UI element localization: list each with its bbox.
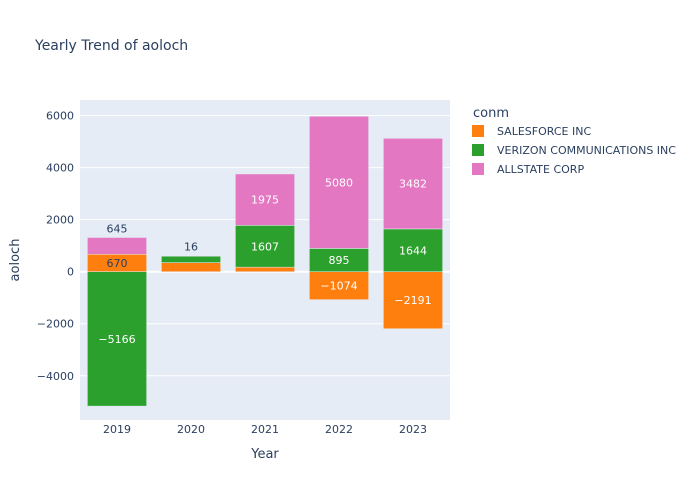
x-tick-label: 2021 [251, 423, 279, 436]
bar [383, 138, 443, 230]
bar [383, 271, 443, 329]
data-label: −1074 [320, 280, 357, 293]
legend-swatch[interactable] [472, 125, 484, 137]
legend: conm SALESFORCE INC VERIZON COMMUNICATION… [472, 106, 676, 176]
legend-swatch[interactable] [472, 144, 484, 156]
legend-title: conm [473, 106, 509, 121]
legend-label[interactable]: VERIZON COMMUNICATIONS INC [497, 144, 676, 157]
chart-title: Yearly Trend of aoloch [34, 38, 188, 54]
data-label: 1975 [251, 194, 279, 207]
bar [235, 225, 295, 268]
y-tick-label: −2000 [37, 318, 74, 331]
x-tick-label: 2023 [399, 423, 427, 436]
data-label: 16 [184, 241, 198, 254]
y-tick-label: 4000 [46, 162, 74, 175]
data-label: 645 [107, 222, 128, 235]
y-axis-title: aoloch [8, 239, 23, 282]
bar [161, 262, 221, 272]
x-axis-title: Year [250, 447, 279, 462]
legend-label[interactable]: ALLSTATE CORP [497, 163, 584, 176]
x-tick-label: 2020 [177, 423, 205, 436]
data-label: 670 [107, 257, 128, 270]
data-label: 1607 [251, 240, 279, 253]
bar [235, 266, 295, 272]
data-label: 895 [329, 254, 350, 267]
x-tick-label: 2019 [103, 423, 131, 436]
bar [309, 116, 369, 249]
y-axis-ticks: −4000 −2000 0 2000 4000 6000 [37, 110, 74, 383]
y-tick-label: −4000 [37, 370, 74, 383]
y-tick-label: 0 [67, 266, 74, 279]
bar [383, 228, 443, 272]
y-tick-label: 6000 [46, 110, 74, 123]
x-tick-label: 2022 [325, 423, 353, 436]
bar [309, 271, 369, 300]
data-labels: 670 −5166 645 16 1607 1975 −1074 895 5080 −2191 16… [98, 176, 431, 346]
bar [87, 237, 147, 255]
legend-swatch[interactable] [472, 163, 484, 175]
data-label: −2191 [394, 294, 431, 307]
bar [87, 271, 147, 407]
y-tick-label: 2000 [46, 214, 74, 227]
data-label: 3482 [399, 178, 427, 191]
bar [161, 255, 221, 257]
bar [161, 255, 221, 263]
bars [87, 116, 443, 407]
bar [235, 173, 295, 226]
data-label: −5166 [98, 333, 135, 346]
x-axis-ticks: 2019 2020 2021 2022 2023 [103, 423, 427, 436]
legend-label[interactable]: SALESFORCE INC [497, 125, 591, 138]
data-label: 1644 [399, 244, 427, 257]
data-label: 5080 [325, 176, 353, 189]
